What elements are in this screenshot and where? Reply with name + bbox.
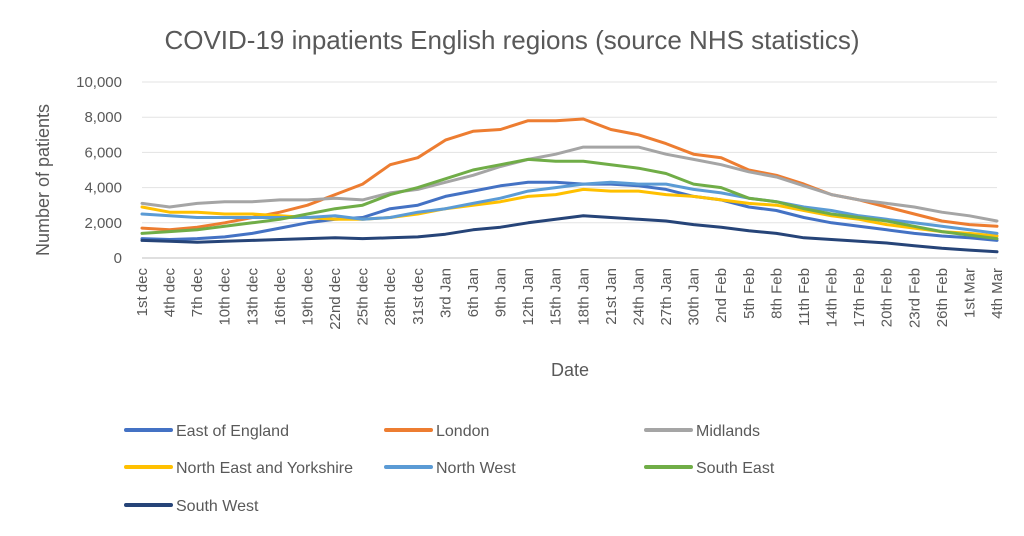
x-tick-label: 25th dec xyxy=(355,268,372,326)
x-tick-label: 17th Feb xyxy=(851,268,868,327)
legend-label: North West xyxy=(436,460,516,477)
y-axis-title: Number of patients xyxy=(33,104,53,256)
x-tick-label: 8th Feb xyxy=(768,268,785,319)
x-tick-label: 14th Feb xyxy=(824,268,841,327)
y-tick-label: 10,000 xyxy=(76,74,122,91)
x-tick-label: 21st Jan xyxy=(603,268,620,325)
y-axis: 0 2,000 4,000 6,000 8,000 10,000 xyxy=(76,74,122,267)
legend-item-south-west: South West xyxy=(124,498,259,515)
legend-item-midlands: Midlands xyxy=(644,423,760,440)
legend-item-south-east: South East xyxy=(644,460,775,477)
legend-item-east-of-england: East of England xyxy=(124,423,289,440)
series-line-south-east xyxy=(140,157,999,241)
series-lines xyxy=(140,117,999,254)
x-axis-title: Date xyxy=(551,360,589,380)
x-tick-label: 27th Jan xyxy=(658,268,675,326)
x-tick-label: 1st Mar xyxy=(961,268,978,318)
x-tick-label: 18th Jan xyxy=(575,268,592,326)
y-tick-label: 6,000 xyxy=(84,144,122,161)
chart-title: COVID-19 inpatients English regions (sou… xyxy=(164,25,859,55)
series-line-north-west xyxy=(140,180,999,235)
legend-item-london: London xyxy=(384,423,489,440)
y-tick-label: 4,000 xyxy=(84,180,122,197)
x-tick-label: 15th Jan xyxy=(548,268,565,326)
x-axis: 1st dec 4th dec 7th dec 10th dec 13th dec 16t… xyxy=(134,268,1006,330)
x-tick-label: 22nd dec xyxy=(327,268,344,330)
x-tick-label: 4th Mar xyxy=(989,268,1006,319)
series-line-midlands xyxy=(140,145,999,223)
y-tick-label: 2,000 xyxy=(84,215,122,232)
legend-label: North East and Yorkshire xyxy=(176,460,353,477)
legend-label: London xyxy=(436,423,489,440)
x-tick-label: 12th Jan xyxy=(520,268,537,326)
series-line-london xyxy=(140,117,999,232)
x-tick-label: 30th Jan xyxy=(686,268,703,326)
x-tick-label: 9th Jan xyxy=(493,268,510,317)
x-tick-label: 20th Feb xyxy=(879,268,896,327)
legend-item-north-east-and-yorkshire: North East and Yorkshire xyxy=(124,460,353,477)
legend-item-north-west: North West xyxy=(384,460,516,477)
x-tick-label: 19th dec xyxy=(299,268,316,326)
x-tick-label: 26th Feb xyxy=(934,268,951,327)
x-tick-label: 11th Feb xyxy=(796,268,813,326)
series-line-east-of-england xyxy=(140,180,999,242)
x-tick-label: 28th dec xyxy=(382,268,399,326)
legend-label: East of England xyxy=(176,423,289,440)
x-tick-label: 1st dec xyxy=(134,268,151,317)
x-tick-label: 16th dec xyxy=(272,268,289,326)
series-line-south-west xyxy=(140,214,999,254)
x-tick-label: 6th Jan xyxy=(465,268,482,317)
gridlines xyxy=(142,81,997,259)
x-tick-label: 13th dec xyxy=(244,268,261,326)
y-tick-label: 0 xyxy=(114,250,122,267)
x-tick-label: 23rd Feb xyxy=(906,268,923,328)
x-tick-label: 7th dec xyxy=(189,268,206,318)
x-tick-label: 4th dec xyxy=(162,268,179,318)
y-tick-label: 8,000 xyxy=(84,109,122,126)
legend-label: South East xyxy=(696,460,775,477)
legend-label: Midlands xyxy=(696,423,760,440)
legend: East of England London Midlands North East … xyxy=(124,423,775,515)
x-tick-label: 5th Feb xyxy=(741,268,758,319)
legend-label: South West xyxy=(176,498,259,515)
x-tick-label: 3rd Jan xyxy=(437,268,454,318)
x-tick-label: 10th dec xyxy=(217,268,234,326)
x-tick-label: 31st dec xyxy=(410,268,427,325)
x-tick-label: 2nd Feb xyxy=(713,268,730,323)
x-tick-label: 24th Jan xyxy=(630,268,647,326)
